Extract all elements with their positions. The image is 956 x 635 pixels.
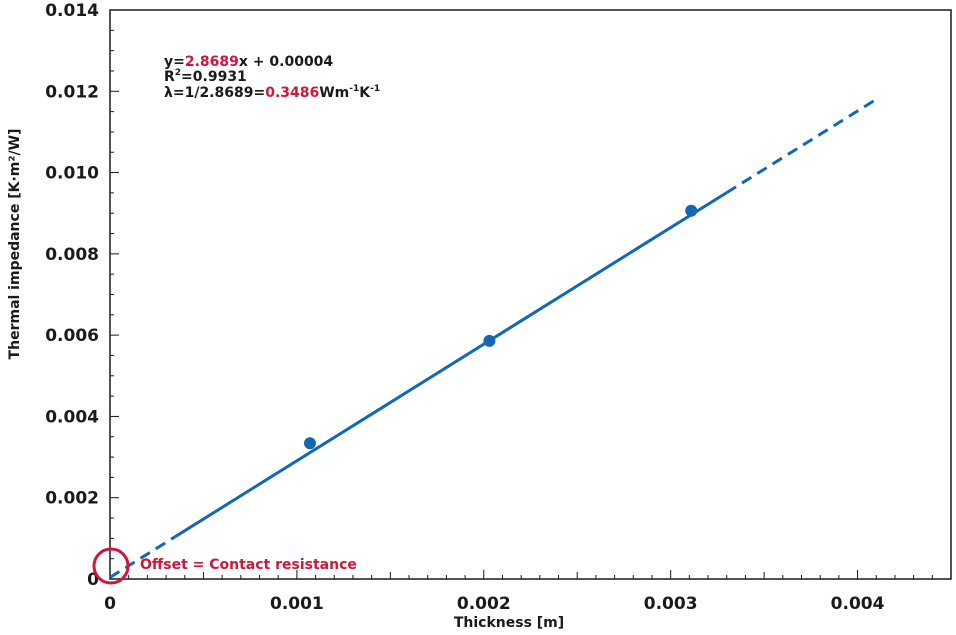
y-axis-title: Thermal impedance [K·m²/W]	[7, 129, 23, 360]
data-points	[303, 204, 698, 450]
y-tick-label: 0.012	[45, 82, 99, 102]
y-tick-label: 0.014	[45, 1, 99, 21]
x-axis-title: Thickness [m]	[454, 615, 564, 631]
y-tick-label: 0.010	[45, 164, 99, 184]
y-tick-label: 0.006	[45, 326, 99, 346]
x-tick-label: 0.001	[270, 594, 324, 614]
y-tick-label: 0.004	[45, 407, 99, 427]
x-ticks: 0 0.001 0.002 0.003 0.004	[104, 570, 952, 614]
x-tick-label: 0	[104, 594, 116, 614]
y-tick-label: 0.008	[45, 245, 99, 265]
r2-annotation: R2=0.9931	[164, 68, 247, 85]
fit-line	[109, 98, 878, 579]
fit-line-solid	[174, 191, 728, 538]
equation-annotation: y=2.8689x + 0.00004	[164, 54, 333, 70]
fit-line-dashed	[109, 535, 177, 579]
y-tick-label: 0.002	[45, 489, 99, 509]
offset-annotation: Offset = Contact resistance	[140, 557, 357, 573]
x-tick-label: 0.003	[644, 594, 698, 614]
y-ticks: 0 0.002 0.004 0.006 0.008 0.010 0.012 0.014	[45, 1, 119, 590]
lambda-annotation: λ=1/2.8689=0.3486Wm-1K-1	[164, 84, 380, 101]
y-tick-label: 0	[87, 570, 99, 590]
data-point	[303, 437, 316, 450]
fit-line-dashed	[725, 98, 878, 194]
data-point	[483, 334, 496, 347]
x-tick-label: 0.004	[831, 594, 885, 614]
data-point	[685, 204, 698, 217]
offset-circle	[92, 547, 130, 585]
x-tick-label: 0.002	[457, 594, 511, 614]
